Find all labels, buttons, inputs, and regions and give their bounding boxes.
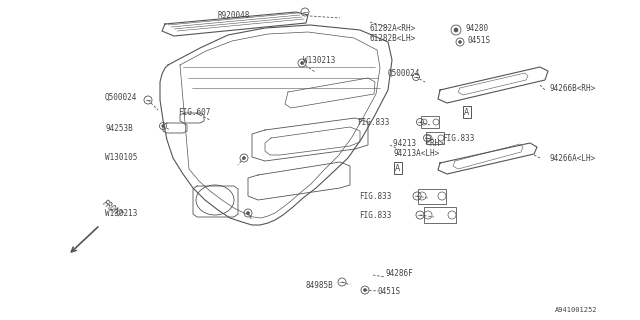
Text: A: A	[396, 164, 401, 172]
Circle shape	[162, 125, 164, 127]
Text: 0451S: 0451S	[468, 36, 491, 44]
Text: 61282A<RH>: 61282A<RH>	[370, 23, 416, 33]
Text: 94286F: 94286F	[385, 268, 413, 277]
Bar	[424, 207, 456, 223]
Circle shape	[459, 41, 461, 44]
Text: FRONT: FRONT	[100, 199, 124, 220]
Text: 94213  <RH>: 94213 <RH>	[393, 139, 444, 148]
Text: A941001252: A941001252	[555, 307, 598, 313]
Text: W130213: W130213	[105, 209, 138, 218]
Text: FIG.833: FIG.833	[360, 191, 392, 201]
Circle shape	[454, 28, 458, 32]
Text: FIG.833: FIG.833	[442, 133, 474, 142]
Ellipse shape	[196, 185, 234, 215]
Text: 94266B<RH>: 94266B<RH>	[550, 84, 596, 92]
Text: R920048: R920048	[218, 11, 250, 20]
Bar	[426, 132, 444, 144]
Text: 94213A<LH>: 94213A<LH>	[393, 148, 439, 157]
Text: 94280: 94280	[466, 23, 489, 33]
Text: Q500024: Q500024	[105, 92, 138, 101]
Text: Q500024: Q500024	[388, 68, 420, 77]
Text: 94253B: 94253B	[105, 124, 132, 132]
Circle shape	[243, 156, 245, 159]
Text: W130105: W130105	[105, 153, 138, 162]
Circle shape	[246, 212, 250, 214]
Circle shape	[364, 289, 366, 292]
Text: FIG.833: FIG.833	[360, 211, 392, 220]
Text: 94266A<LH>: 94266A<LH>	[550, 154, 596, 163]
Circle shape	[301, 62, 303, 64]
Text: A: A	[465, 108, 470, 116]
Text: FIG.607: FIG.607	[178, 108, 211, 116]
Text: W130213: W130213	[303, 55, 335, 65]
Text: 61282B<LH>: 61282B<LH>	[370, 34, 416, 43]
Text: 84985B: 84985B	[305, 281, 333, 290]
Bar	[418, 189, 446, 204]
Text: 0451S: 0451S	[378, 287, 401, 297]
Bar	[421, 116, 439, 128]
Text: FIG.833: FIG.833	[358, 117, 390, 126]
